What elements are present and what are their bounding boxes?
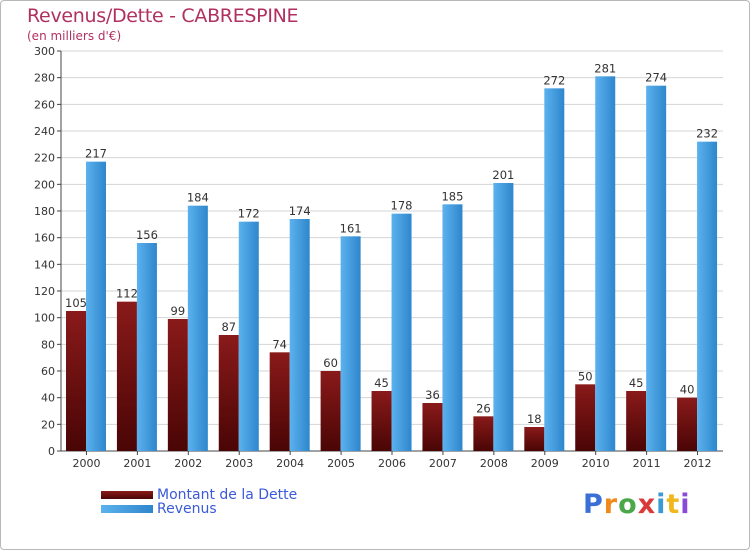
data-label-revenue: 178 xyxy=(391,199,413,213)
x-tick-label: 2009 xyxy=(531,457,559,470)
x-tick-label: 2004 xyxy=(276,457,304,470)
data-label-revenue: 272 xyxy=(543,73,565,87)
x-tick-label: 2012 xyxy=(684,457,712,470)
y-tick-label: 280 xyxy=(34,72,55,85)
data-label-revenue: 184 xyxy=(187,191,209,205)
data-label-revenue: 174 xyxy=(289,204,311,218)
logo-letter: P xyxy=(583,489,604,520)
data-label-revenue: 274 xyxy=(645,71,667,85)
data-label-debt: 40 xyxy=(680,383,695,397)
bar-revenue xyxy=(595,76,616,451)
y-tick-label: 160 xyxy=(34,232,55,245)
data-label-debt: 74 xyxy=(272,337,287,351)
legend-label-revenue: Revenus xyxy=(157,501,217,517)
y-tick-label: 140 xyxy=(34,258,55,271)
data-label-revenue: 201 xyxy=(492,168,514,182)
bar-debt xyxy=(320,371,341,451)
logo-letter: t xyxy=(666,489,681,520)
bar-revenue xyxy=(391,213,412,451)
legend-item-debt: Montant de la Dette xyxy=(101,487,297,503)
bar-revenue xyxy=(238,221,259,451)
data-label-debt: 105 xyxy=(65,296,87,310)
logo-letter: r xyxy=(603,489,619,520)
x-tick-label: 2011 xyxy=(633,457,661,470)
legend-swatch-debt xyxy=(101,491,153,499)
bar-revenue xyxy=(289,219,310,451)
x-tick-label: 2000 xyxy=(72,457,100,470)
bar-debt xyxy=(524,427,545,451)
x-tick-label: 2008 xyxy=(480,457,508,470)
bar-debt xyxy=(473,416,494,451)
x-tick-label: 2003 xyxy=(225,457,253,470)
bar-debt xyxy=(269,352,290,451)
bar-revenue xyxy=(187,205,208,451)
data-label-revenue: 156 xyxy=(136,228,158,242)
proxiti-logo: Proxiti xyxy=(583,489,691,520)
bar-revenue xyxy=(86,161,106,451)
bar-debt xyxy=(371,391,392,451)
x-tick-label: 2010 xyxy=(582,457,610,470)
data-label-revenue: 185 xyxy=(441,189,463,203)
data-label-debt: 45 xyxy=(374,376,389,390)
chart-title: Revenus/Dette - CABRESPINE xyxy=(27,5,299,27)
data-label-debt: 50 xyxy=(578,369,593,383)
bar-debt xyxy=(218,335,239,451)
data-label-debt: 112 xyxy=(116,287,138,301)
x-tick-label: 2002 xyxy=(174,457,202,470)
bar-revenue xyxy=(697,141,718,451)
logo-letter: x xyxy=(637,489,657,520)
data-label-debt: 26 xyxy=(476,401,491,415)
bar-revenue xyxy=(136,243,157,451)
data-label-debt: 18 xyxy=(527,412,542,426)
y-tick-label: 60 xyxy=(41,365,55,378)
data-label-debt: 60 xyxy=(323,356,338,370)
data-label-debt: 99 xyxy=(171,304,186,318)
data-label-debt: 45 xyxy=(629,376,644,390)
data-label-revenue: 217 xyxy=(85,147,107,161)
bar-debt xyxy=(575,384,596,451)
legend-item-revenue: Revenus xyxy=(101,501,217,517)
y-tick-label: 240 xyxy=(34,125,55,138)
data-label-revenue: 172 xyxy=(238,207,260,221)
y-tick-label: 120 xyxy=(34,285,55,298)
data-label-debt: 87 xyxy=(221,320,236,334)
data-label-revenue: 232 xyxy=(696,127,718,141)
bar-revenue xyxy=(442,204,463,451)
y-tick-label: 40 xyxy=(41,392,55,405)
bar-debt xyxy=(116,301,137,451)
bar-revenue xyxy=(646,85,667,452)
y-tick-label: 180 xyxy=(34,205,55,218)
x-tick-label: 2005 xyxy=(327,457,355,470)
x-tick-label: 2007 xyxy=(429,457,457,470)
bar-debt xyxy=(167,319,188,451)
bar-debt xyxy=(626,391,647,451)
data-label-revenue: 281 xyxy=(594,61,616,75)
bar-debt xyxy=(66,311,86,451)
y-tick-label: 300 xyxy=(34,45,55,58)
legend-label-debt: Montant de la Dette xyxy=(157,487,298,503)
y-tick-label: 100 xyxy=(34,312,55,325)
y-tick-label: 0 xyxy=(48,445,55,458)
logo-letter: i xyxy=(680,489,691,520)
y-tick-label: 80 xyxy=(41,338,55,351)
logo-letter: i xyxy=(656,489,667,520)
bar-revenue xyxy=(544,88,565,451)
x-tick-label: 2001 xyxy=(123,457,151,470)
bar-debt xyxy=(422,403,443,451)
bar-debt xyxy=(677,397,698,451)
y-tick-label: 220 xyxy=(34,152,55,165)
logo-letter: o xyxy=(618,489,638,520)
chart-subtitle: (en milliers d'€) xyxy=(27,29,122,43)
data-label-debt: 36 xyxy=(425,388,440,402)
y-tick-label: 20 xyxy=(41,418,55,431)
bar-revenue xyxy=(340,236,361,451)
bar-revenue xyxy=(493,183,514,451)
data-label-revenue: 161 xyxy=(340,221,362,235)
y-tick-label: 200 xyxy=(34,178,55,191)
y-tick-label: 260 xyxy=(34,98,55,111)
legend-swatch-revenue xyxy=(101,505,153,513)
x-tick-label: 2006 xyxy=(378,457,406,470)
